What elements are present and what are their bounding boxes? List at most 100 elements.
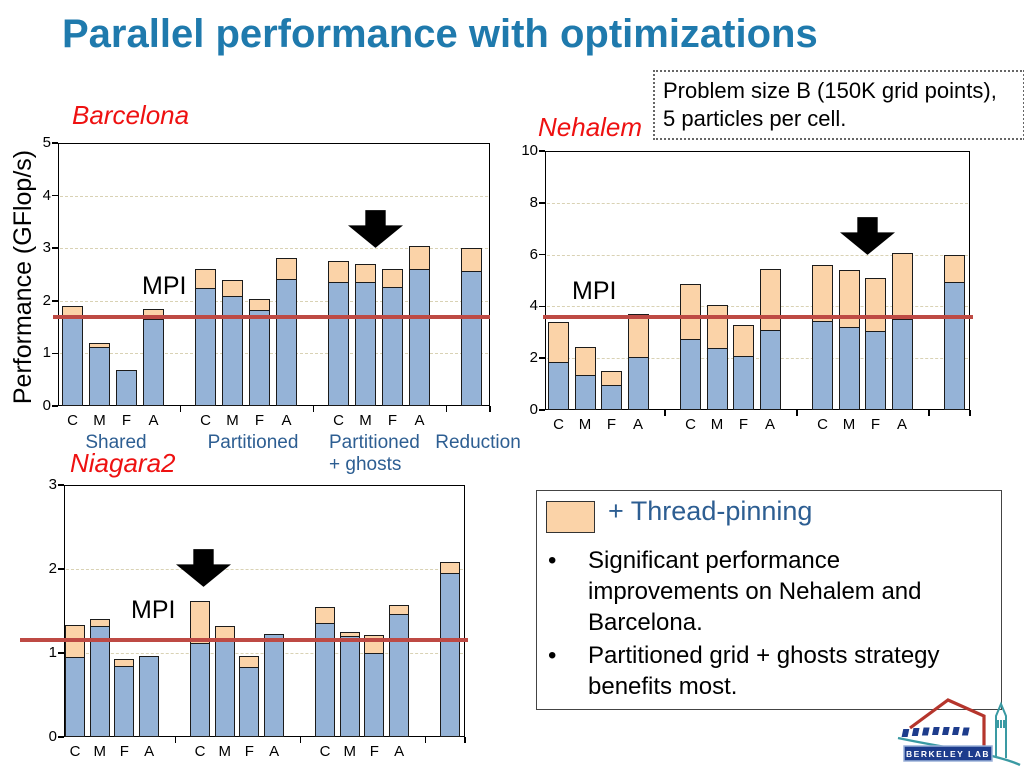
bar-base-F — [116, 369, 137, 406]
bullet-text: Significant performance improvements on … — [588, 547, 922, 636]
bar-base-A — [264, 633, 285, 737]
bar-increment-A — [409, 245, 430, 271]
y-tick-mark — [58, 736, 64, 738]
bar-base-A — [627, 356, 649, 410]
bar-increment-A — [759, 268, 781, 332]
y-tick-mark — [52, 352, 58, 355]
mpi-reference-line — [53, 314, 490, 319]
bar-base-F — [601, 385, 622, 410]
y-tick-label: 1 — [48, 644, 57, 661]
x-tick-mark — [489, 406, 491, 412]
y-tick-label: 3 — [42, 239, 51, 257]
x-tick-mark — [174, 737, 177, 743]
x-tick-label: C — [553, 416, 564, 433]
y-tick-label: 5 — [42, 134, 51, 151]
x-tick-label: M — [343, 743, 356, 760]
x-tick-label: M — [218, 743, 231, 760]
thread-pinning-label: + Thread-pinning — [608, 496, 813, 526]
bullet-icon: • — [548, 547, 557, 574]
logo-windows-icon — [901, 727, 970, 737]
bar-base-A — [759, 329, 781, 410]
x-tick-label: F — [738, 416, 749, 433]
y-tick-label: 4 — [42, 186, 51, 204]
y-tick-label: 8 — [529, 193, 538, 211]
x-tick-mark — [796, 410, 798, 416]
mpi-label: MPI — [131, 596, 176, 624]
x-tick-label: F — [254, 412, 265, 429]
y-tick-label: 0 — [48, 728, 57, 745]
mpi-reference-line — [20, 638, 468, 643]
bar-base-F — [249, 310, 270, 406]
bar-base-M — [706, 347, 728, 410]
x-tick-mark — [969, 410, 971, 416]
x-tick-label: M — [710, 416, 724, 433]
bar-increment-r — [461, 248, 482, 273]
gridline — [547, 202, 968, 204]
bar-base-F — [114, 665, 135, 737]
bar-increment-M — [706, 305, 728, 350]
x-tick-mark — [664, 410, 666, 416]
x-tick-label: M — [226, 412, 239, 429]
x-tick-label: A — [144, 743, 155, 760]
bar-base-C — [548, 362, 569, 410]
gridline — [547, 254, 968, 256]
x-tick-label: C — [200, 412, 211, 429]
bar-base-M — [222, 295, 243, 406]
group-label-partitioned: Partitioned — [207, 432, 299, 453]
bar-base-C — [65, 657, 85, 737]
x-tick-label: A — [896, 416, 907, 433]
bar-base-F — [733, 355, 754, 410]
bar-base-C — [812, 320, 833, 410]
y-tick-label: 0 — [42, 397, 51, 414]
x-tick-label: A — [394, 743, 405, 760]
x-tick-label: A — [414, 412, 425, 429]
page-title: Parallel performance with optimizations — [62, 12, 818, 56]
bar-base-M — [89, 626, 110, 737]
x-tick-mark — [424, 737, 427, 743]
y-tick-mark — [52, 194, 58, 197]
bar-base-r — [461, 270, 482, 406]
bar-increment-A — [891, 253, 913, 321]
y-tick-label: 2 — [48, 560, 57, 577]
bar-base-A — [409, 268, 430, 406]
bar-base-F — [364, 653, 385, 737]
y-tick-label: 4 — [529, 297, 538, 315]
bar-increment-C — [548, 321, 569, 364]
x-tick-label: F — [119, 743, 129, 760]
bar-base-M — [838, 327, 860, 410]
bar-increment-C — [195, 269, 216, 290]
y-tick-mark — [539, 202, 545, 204]
y-tick-mark — [52, 142, 58, 144]
logo-roof — [909, 698, 986, 746]
y-tick-mark — [539, 253, 545, 256]
group-label-reduction: Reduction — [435, 432, 521, 453]
legend-box — [536, 490, 1002, 710]
bar-base-F — [865, 331, 886, 410]
x-tick-label: M — [359, 412, 372, 429]
bar-increment-A — [627, 314, 649, 359]
problem-size-note: Problem size B (150K grid points), 5 par… — [653, 70, 1024, 140]
bullet-text: Partitioned grid + ghosts strategy benef… — [588, 642, 940, 700]
bar-base-r — [440, 573, 460, 737]
y-tick-mark — [539, 357, 545, 359]
mpi-label: MPI — [572, 277, 617, 305]
bar-base-r — [944, 281, 965, 410]
y-tick-label: 2 — [42, 291, 51, 309]
x-tick-label: A — [281, 412, 292, 429]
chart-niagara2-title: Niagara2 — [70, 448, 176, 478]
y-tick-mark — [58, 568, 64, 570]
bar-base-F — [382, 286, 403, 406]
y-tick-mark — [539, 305, 545, 308]
x-tick-label: C — [319, 743, 331, 760]
x-tick-label: M — [578, 416, 592, 433]
bullet-item: • Significant performance improvements o… — [548, 545, 984, 638]
x-tick-label: F — [244, 743, 254, 760]
bar-base-A — [143, 319, 164, 406]
x-tick-mark — [928, 410, 930, 416]
x-tick-mark — [312, 406, 314, 412]
x-tick-label: A — [632, 416, 643, 433]
bar-base-F — [239, 667, 260, 737]
bar-base-M — [355, 281, 376, 406]
x-tick-mark — [179, 406, 181, 412]
